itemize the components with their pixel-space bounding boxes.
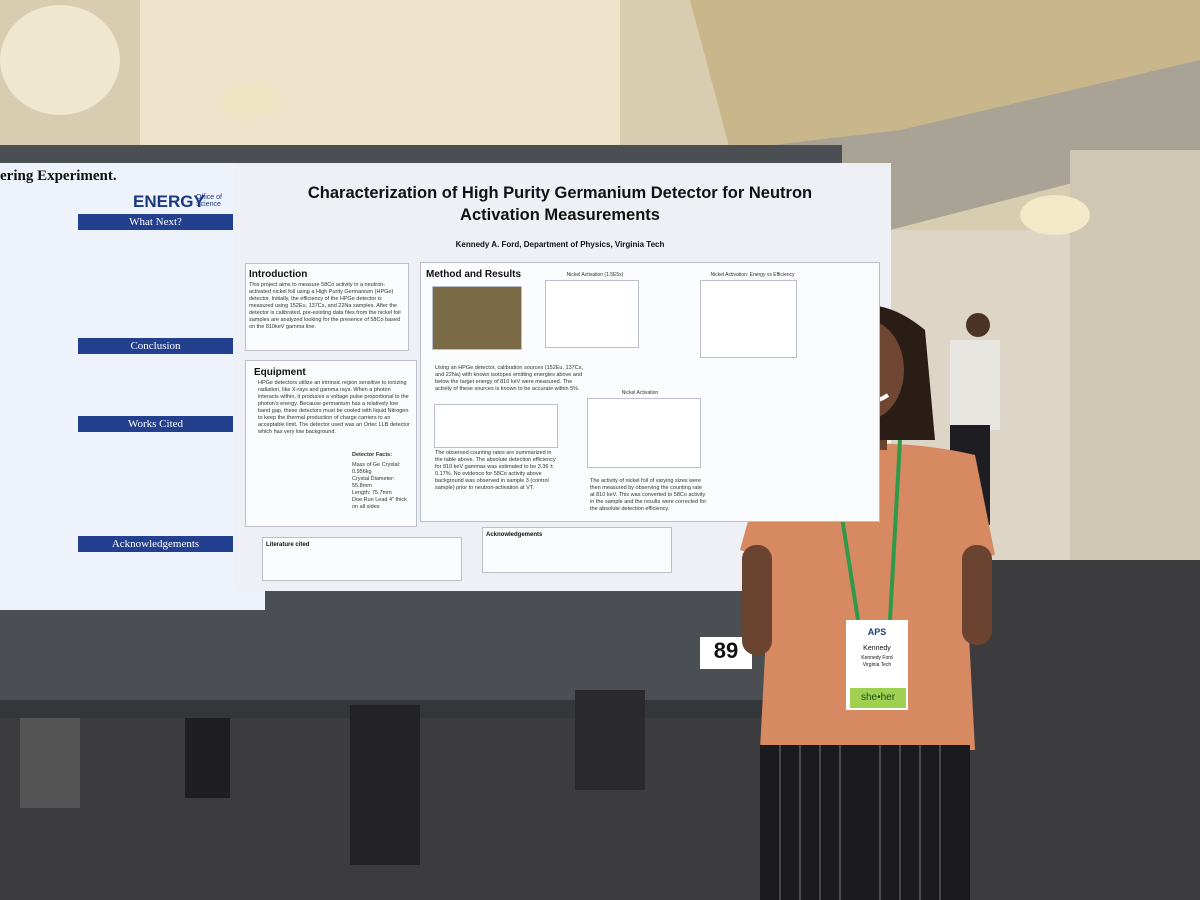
fact: Doe Run Lead 4" thick on all sides — [352, 497, 407, 510]
left-heading: Works Cited — [78, 416, 233, 432]
badge-pronouns: she•her — [860, 692, 896, 703]
board-number: 89 — [713, 638, 739, 663]
facts-heading: Detector Facts: — [352, 452, 393, 458]
board-edge — [0, 700, 842, 718]
badge-org: APS — [867, 627, 887, 637]
poster-author: Kennedy A. Ford, Department of Physics, … — [455, 240, 665, 249]
pronoun-strip — [850, 688, 906, 708]
plot-title: Nickel Activation: Energy vs Efficiency — [710, 272, 795, 278]
intro-box — [245, 263, 409, 351]
chandelier — [0, 5, 120, 115]
balcony — [690, 0, 1200, 150]
method-text: The observed counting rates are summariz… — [435, 450, 556, 491]
ack-box — [482, 527, 672, 573]
equipment-box — [245, 360, 417, 527]
left-heading: What Next? — [78, 214, 233, 230]
fact: Crystal Diameter: 55.8mm — [352, 476, 395, 489]
pillar — [1070, 150, 1200, 600]
leg — [350, 705, 420, 865]
left-heading: Acknowledgements — [78, 536, 233, 552]
facts: Mass of Ge Crystal: 0.956kg Crystal Diam… — [352, 462, 414, 511]
section-heading: Equipment — [254, 367, 306, 378]
leg — [20, 718, 80, 808]
background-person — [950, 340, 1000, 430]
section-heading: Introduction — [249, 269, 308, 280]
method-text: Using an HPGe detector, calibration sour… — [435, 365, 583, 392]
logo: ENERGY — [133, 192, 205, 211]
leg — [575, 690, 645, 790]
arm — [742, 545, 772, 655]
pants-stripes — [779, 745, 941, 900]
section-heading: Method and Results — [426, 269, 522, 280]
plot-title: Nickel Activation — [621, 390, 659, 396]
plot — [545, 280, 639, 348]
logo-sub: Office of Science — [196, 194, 222, 208]
badge-name: Kennedy — [863, 645, 891, 652]
table — [434, 404, 558, 448]
leg — [185, 718, 230, 798]
arm — [962, 545, 992, 645]
section-heading: Acknowledgements — [486, 532, 543, 538]
ceiling-panel — [140, 0, 620, 150]
plot — [587, 398, 701, 468]
left-poster-title: ering Experiment. — [0, 168, 117, 184]
poster-title: Characterization of High Purity Germaniu… — [307, 184, 813, 224]
left-heading: Conclusion — [78, 338, 233, 354]
fact: Mass of Ge Crystal: 0.956kg — [352, 462, 401, 475]
section-text: HPGe detectors utilize an intrinsic regi… — [258, 380, 410, 435]
section-text: This project aims to measure 58Co activi… — [249, 282, 401, 330]
background-person-head — [966, 313, 990, 337]
method-text: The activity of nickel foil of varying s… — [590, 478, 707, 512]
fact: Length: 75.7mm — [352, 490, 392, 496]
samples-photo — [432, 286, 522, 350]
literature-box — [262, 537, 462, 581]
left-poster — [0, 163, 265, 610]
pants — [760, 745, 970, 900]
plot-title: Nickel Activation (1.5E5s) — [566, 272, 624, 278]
chandelier — [1020, 195, 1090, 235]
plot — [700, 280, 797, 358]
badge-full-name: Kennedy Ford — [861, 655, 893, 661]
chandelier — [220, 82, 280, 118]
section-heading: Literature cited — [266, 542, 310, 548]
badge-affiliation: Virginia Tech — [862, 662, 892, 668]
